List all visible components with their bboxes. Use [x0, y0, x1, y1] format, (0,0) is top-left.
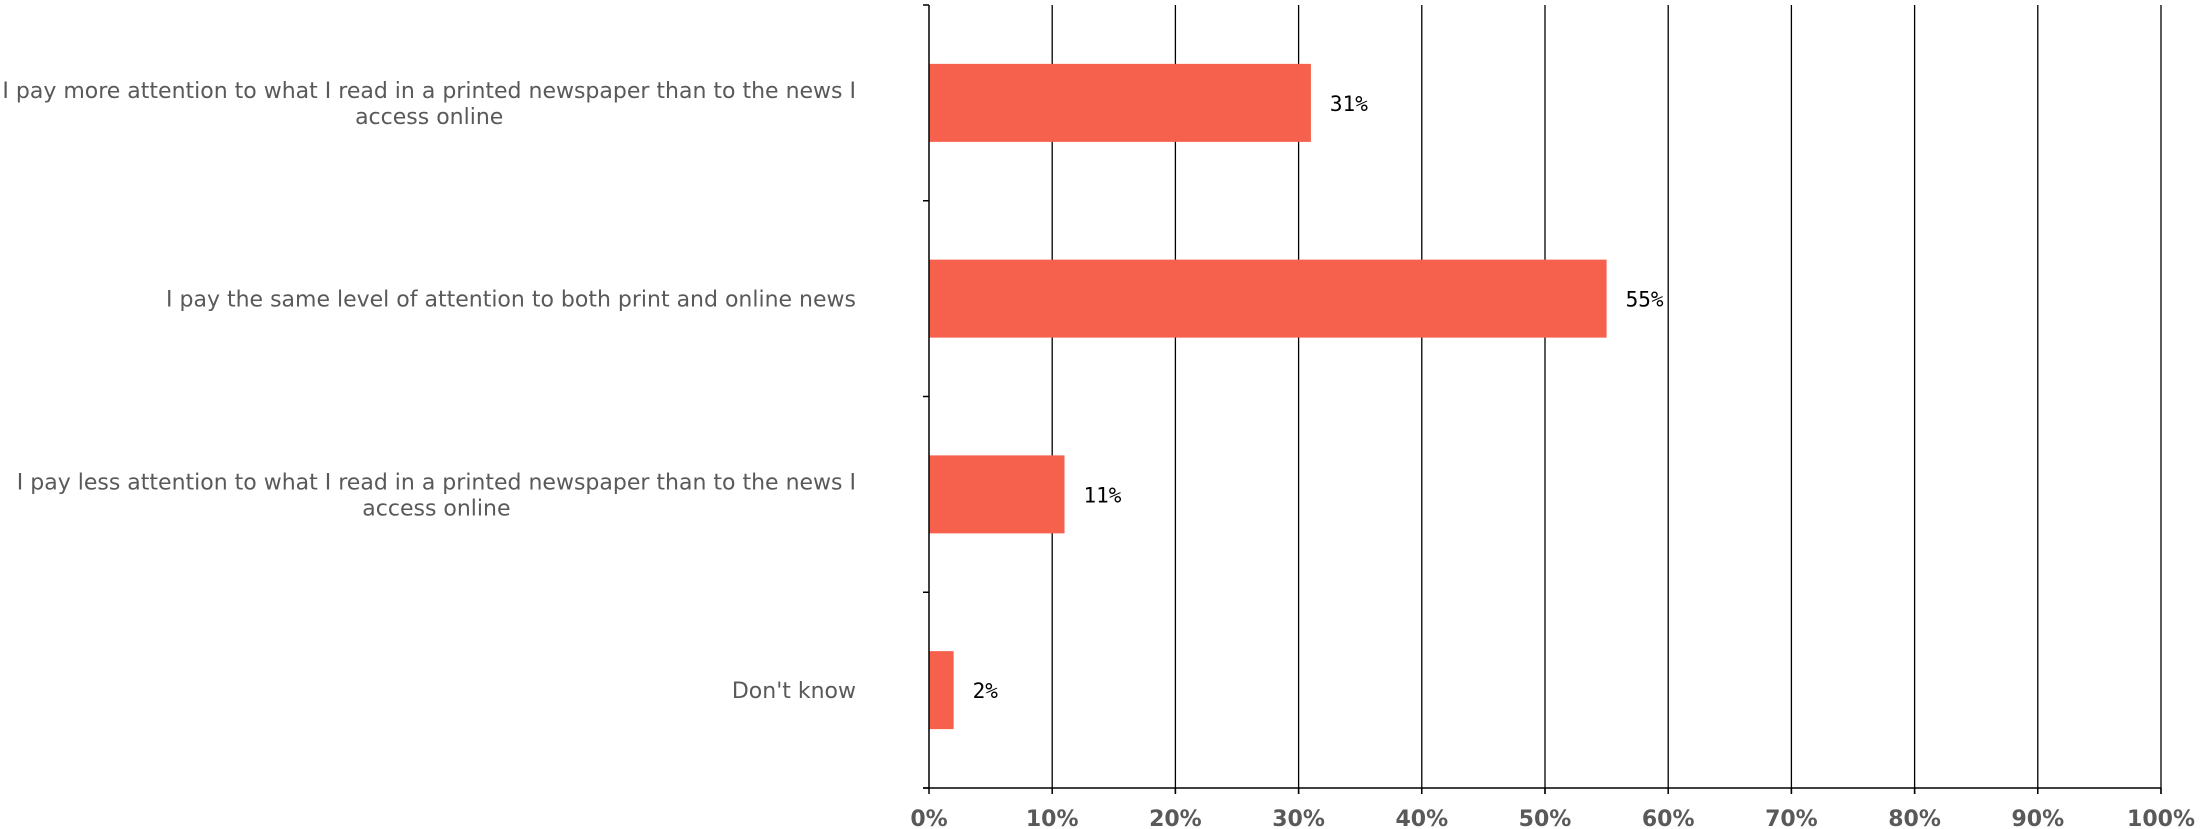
category-label-line: Don't know — [732, 679, 856, 704]
x-tick-label: 50% — [1519, 807, 1572, 829]
bar — [929, 455, 1065, 534]
data-label: 2% — [973, 679, 999, 703]
bar — [929, 259, 1607, 338]
labels: 0% 10% 20% 30% 40% 50% 60% 70% 80% 90% 100% 31% I pa… — [2, 79, 2195, 829]
x-tick-label: 20% — [1149, 807, 1202, 829]
x-tick-label: 60% — [1642, 807, 1695, 829]
bar — [929, 651, 954, 730]
category-label-line: I pay less attention to what I read in a… — [17, 470, 856, 495]
data-label: 55% — [1626, 288, 1664, 312]
x-tick-label: 40% — [1395, 807, 1448, 829]
axes — [923, 4, 2162, 794]
x-tick-label: 0% — [910, 807, 947, 829]
category-label: I pay more attention to what I read in a… — [2, 79, 856, 130]
x-tick-label: 70% — [1765, 807, 1818, 829]
data-label: 11% — [1084, 483, 1122, 507]
x-tick-label: 80% — [1888, 807, 1941, 829]
category-label: Don't know — [732, 679, 856, 704]
category-label-line: access online — [362, 496, 510, 521]
category-label-line: I pay more attention to what I read in a… — [2, 79, 856, 104]
category-label: I pay the same level of attention to bot… — [166, 288, 856, 313]
category-label: I pay less attention to what I read in a… — [17, 470, 856, 521]
data-label: 31% — [1330, 92, 1368, 116]
x-tick-label: 90% — [2011, 807, 2064, 829]
bar — [929, 63, 1311, 142]
category-label-line: I pay the same level of attention to bot… — [166, 288, 856, 313]
bars — [929, 63, 1607, 730]
x-tick-label: 100% — [2127, 807, 2195, 829]
x-tick-label: 30% — [1272, 807, 1325, 829]
x-tick-label: 10% — [1026, 807, 1079, 829]
category-label-line: access online — [355, 105, 503, 130]
